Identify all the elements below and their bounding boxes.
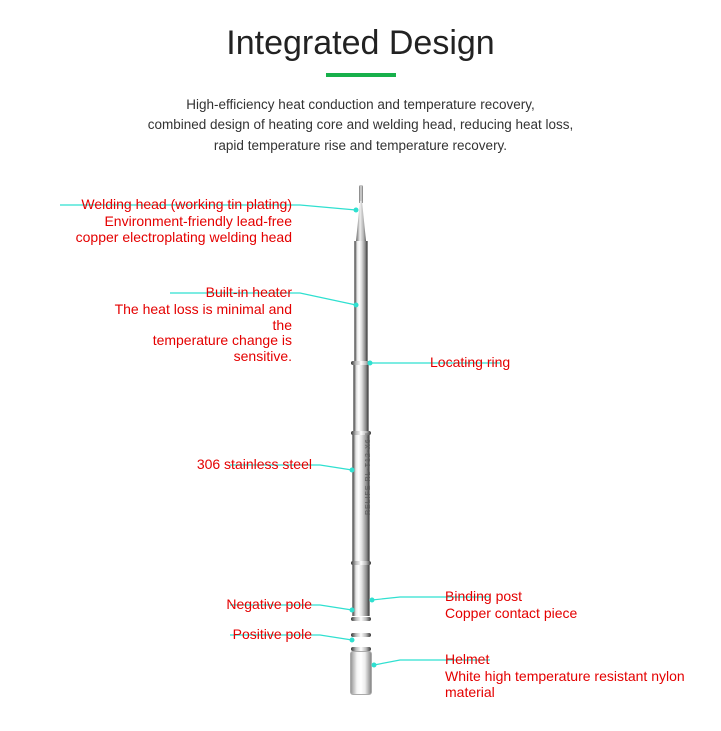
label-sub: Environment-friendly lead-free copper el… <box>42 214 292 245</box>
label-steel: 306 stainless steel <box>152 457 312 472</box>
brand-marking: RELIFE RL-T12-X6-I <box>365 432 372 515</box>
iron-segment <box>352 561 370 616</box>
label-title: Built-in heater <box>92 285 292 300</box>
iron-tip-fine <box>359 185 363 203</box>
title-underline <box>326 73 396 77</box>
label-title: Negative pole <box>192 597 312 612</box>
iron-tip-cone <box>356 201 366 241</box>
page-title: Integrated Design <box>0 0 721 63</box>
iron-ring <box>351 561 371 565</box>
iron-ring <box>351 633 371 637</box>
iron-ring <box>351 361 371 365</box>
iron-segment <box>354 241 368 361</box>
diagram-area: RELIFE RL-T12-X6-I Welding head (working… <box>0 185 721 725</box>
iron-segment <box>353 361 369 431</box>
label-heater: Built-in heater The heat loss is minimal… <box>92 285 292 364</box>
iron-ring <box>351 617 371 621</box>
label-title: Positive pole <box>192 627 312 642</box>
label-title: Welding head (working tin plating) <box>42 197 292 212</box>
label-title: Locating ring <box>430 355 630 370</box>
label-title: 306 stainless steel <box>152 457 312 472</box>
desc-line-2: combined design of heating core and weld… <box>40 115 681 135</box>
label-negative-pole: Negative pole <box>192 597 312 612</box>
desc-line-1: High-efficiency heat conduction and temp… <box>40 95 681 115</box>
label-sub: Copper contact piece <box>445 606 645 621</box>
desc-line-3: rapid temperature rise and temperature r… <box>40 136 681 156</box>
label-helmet: Helmet White high temperature resistant … <box>445 652 705 700</box>
label-binding-post: Binding post Copper contact piece <box>445 589 645 622</box>
label-positive-pole: Positive pole <box>192 627 312 642</box>
label-sub: White high temperature resistant nylon m… <box>445 669 705 700</box>
label-title: Binding post <box>445 589 645 604</box>
iron-helmet <box>350 651 372 695</box>
description: High-efficiency heat conduction and temp… <box>0 95 721 156</box>
label-sub: The heat loss is minimal and the tempera… <box>92 302 292 364</box>
label-welding-head: Welding head (working tin plating) Envir… <box>42 197 292 245</box>
label-locating-ring: Locating ring <box>430 355 630 370</box>
label-title: Helmet <box>445 652 705 667</box>
